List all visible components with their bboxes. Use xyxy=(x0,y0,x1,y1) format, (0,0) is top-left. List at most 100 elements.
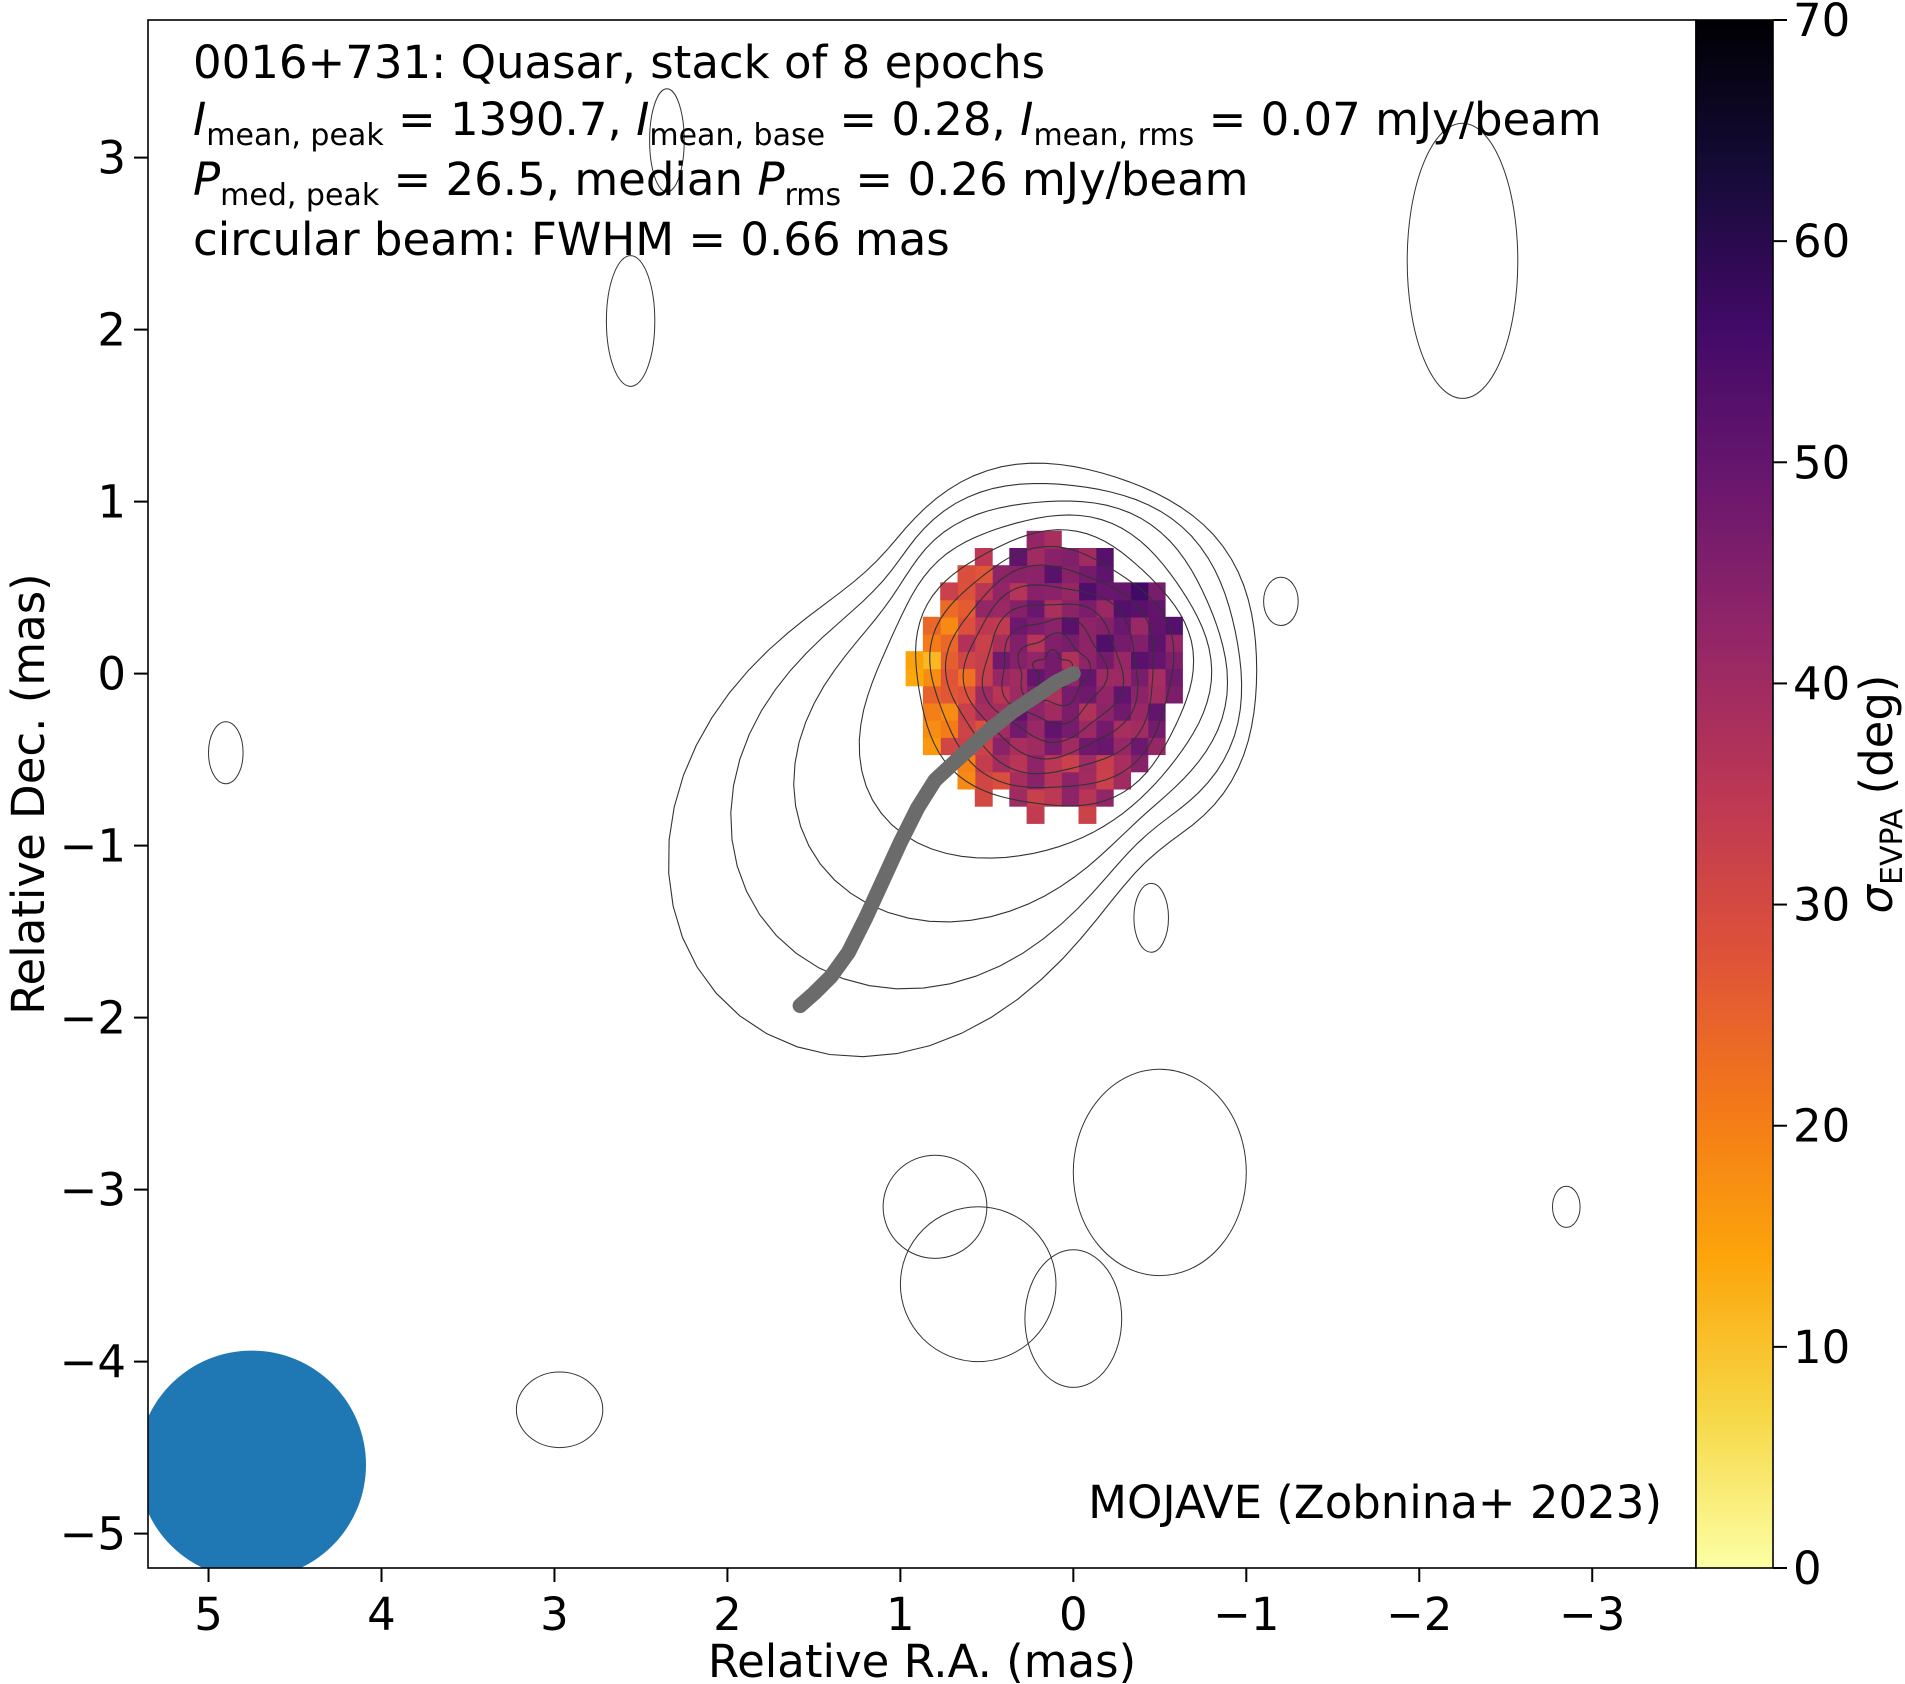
contour-blob xyxy=(899,1206,1057,1363)
heatmap-pixel xyxy=(1078,616,1097,635)
heatmap-pixel xyxy=(1078,806,1097,824)
y-tick-label: −5 xyxy=(60,1508,126,1561)
heatmap-pixel xyxy=(1026,530,1045,549)
heatmap-pixel xyxy=(992,771,1010,790)
heatmap-pixel xyxy=(922,616,941,635)
heatmap-pixel xyxy=(1078,720,1097,738)
heatmap-pixel xyxy=(1130,651,1149,670)
heatmap-pixel xyxy=(974,702,993,721)
heatmap-pixel xyxy=(957,651,976,670)
heatmap-pixel xyxy=(974,651,993,670)
heatmap-pixel xyxy=(1147,599,1166,618)
heatmap-pixel xyxy=(992,668,1010,687)
heatmap-pixel xyxy=(1043,788,1062,807)
heatmap-pixel xyxy=(1147,582,1166,601)
y-axis: 3 2 1 0 −1 −2 −3 −4 −5 xyxy=(60,132,148,1561)
x-axis-label: Relative R.A. (mas) xyxy=(708,1635,1136,1684)
heatmap-pixel xyxy=(922,651,941,670)
heatmap-pixel xyxy=(974,599,993,618)
heatmap-pixel xyxy=(1147,634,1166,652)
heatmap-pixel xyxy=(1061,582,1080,601)
heatmap-pixel xyxy=(1113,634,1131,652)
heatmap-pixel xyxy=(1026,599,1045,618)
beam-ellipse xyxy=(148,1350,366,1568)
contour-level xyxy=(944,564,1155,775)
heatmap-pixel xyxy=(1078,634,1097,652)
heatmap-pixel xyxy=(1130,737,1149,756)
heatmap-pixel xyxy=(957,565,976,584)
heatmap-pixel xyxy=(1130,685,1149,704)
heatmap-pixel xyxy=(1165,616,1183,635)
ridge-line xyxy=(792,666,1081,1014)
heatmap-pixel xyxy=(1095,548,1114,566)
heatmap-pixel xyxy=(974,634,993,652)
heatmap-pixel xyxy=(974,788,993,807)
heatmap-pixel xyxy=(1095,754,1114,773)
contour-blob xyxy=(1024,1249,1123,1388)
heatmap-pixel xyxy=(992,737,1010,756)
heatmap-pixel xyxy=(1078,685,1097,704)
heatmap-pixel xyxy=(992,599,1010,618)
heatmap-pixel xyxy=(974,616,993,635)
heatmap-pixel xyxy=(1009,599,1028,618)
heatmap-pixel xyxy=(1113,737,1131,756)
y-tick-label: −2 xyxy=(60,992,126,1045)
heatmap-pixel xyxy=(1043,565,1062,584)
heatmap-pixel xyxy=(940,668,959,687)
y-tick-label: 2 xyxy=(97,304,126,357)
heatmap-pixel xyxy=(1026,616,1045,635)
heatmap-pixel xyxy=(1009,737,1028,756)
heatmap-pixel xyxy=(992,582,1010,601)
heatmap-pixel xyxy=(940,616,959,635)
contour-level xyxy=(1001,617,1109,725)
contour-level xyxy=(929,545,1175,789)
heatmap-pixel xyxy=(1095,737,1114,756)
heatmap-pixel xyxy=(1113,599,1131,618)
y-tick-label: −1 xyxy=(60,820,126,873)
title-line-3: Pmed, peak = 26.5, median Prms = 0.26 mJ… xyxy=(193,153,1249,213)
heatmap-pixel xyxy=(1095,565,1114,584)
heatmap-pixel xyxy=(1130,582,1149,601)
heatmap-pixel xyxy=(1026,565,1045,584)
y-tick-label: 0 xyxy=(97,648,126,701)
heatmap-pixel xyxy=(957,771,976,790)
heatmap-pixel xyxy=(1009,788,1028,807)
title-line-1: 0016+731: Quasar, stack of 8 epochs xyxy=(193,36,1045,89)
contour-blob xyxy=(605,255,656,387)
x-tick-label: −1 xyxy=(1213,1588,1279,1641)
y-tick-label: 1 xyxy=(97,476,126,529)
contour-blob xyxy=(1406,122,1519,399)
heatmap-pixel xyxy=(1043,530,1062,549)
heatmap-pixel xyxy=(957,582,976,601)
jet-ridge-line xyxy=(792,666,1081,1014)
heatmap-pixel xyxy=(1026,720,1045,738)
heatmap-pixel xyxy=(1043,548,1062,566)
heatmap-pixel xyxy=(1009,548,1028,566)
heatmap-pixel xyxy=(1026,668,1045,687)
colorbar-tick-label: 40 xyxy=(1793,657,1850,710)
intensity-contours xyxy=(208,88,1581,1449)
heatmap-pixel xyxy=(957,720,976,738)
heatmap-pixel xyxy=(922,702,941,721)
heatmap-pixel xyxy=(1078,754,1097,773)
heatmap-pixel xyxy=(1009,668,1028,687)
colorbar-tick-label: 70 xyxy=(1793,0,1850,47)
credit-label: MOJAVE (Zobnina+ 2023) xyxy=(1088,1476,1662,1529)
heatmap-pixel xyxy=(1061,702,1080,721)
colorbar-tick-label: 10 xyxy=(1793,1321,1850,1374)
contour-level xyxy=(1017,632,1092,707)
colorbar-tick-label: 50 xyxy=(1793,436,1850,489)
x-tick-label: 1 xyxy=(886,1588,915,1641)
heatmap-pixel xyxy=(1165,634,1183,652)
heatmap-pixel xyxy=(1113,720,1131,738)
heatmap-pixel xyxy=(1165,685,1183,704)
heatmap-pixel xyxy=(1095,685,1114,704)
colorbar-tick-label: 0 xyxy=(1793,1542,1822,1595)
heatmap-pixel xyxy=(1130,720,1149,738)
heatmap-pixel xyxy=(940,582,959,601)
heatmap-pixel xyxy=(1165,668,1183,687)
heatmap-pixel xyxy=(1078,582,1097,601)
y-tick-label: −3 xyxy=(60,1164,126,1217)
colorbar-axis: 0 10 20 30 40 50 60 70 xyxy=(1773,0,1850,1595)
contour-level xyxy=(668,462,1258,1058)
